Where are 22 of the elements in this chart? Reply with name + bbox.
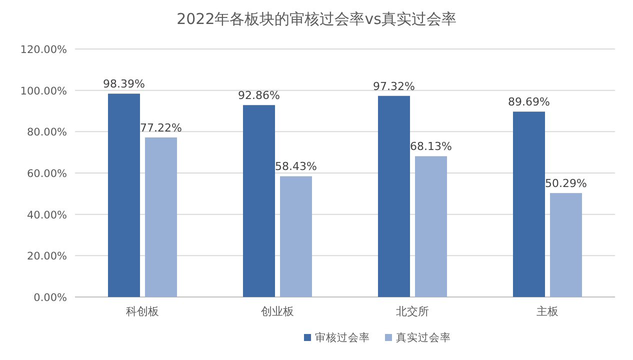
y-tick-label: 100.00% [20, 85, 68, 98]
chart-title: 2022年各板块的审核过会率vs真实过会率 [176, 10, 456, 28]
data-label: 50.29% [545, 177, 587, 190]
y-tick-label: 60.00% [26, 168, 68, 180]
data-label: 92.86% [238, 89, 280, 102]
data-label: 58.43% [275, 160, 317, 174]
data-label: 98.39% [103, 78, 145, 91]
data-label: 89.69% [508, 96, 550, 109]
y-tick-label: 20.00% [26, 250, 68, 263]
x-tick-label: 创业板 [261, 305, 294, 318]
data-label: 77.22% [140, 121, 182, 134]
x-tick-label: 科创板 [126, 305, 159, 318]
legend-label: 真实过会率 [396, 331, 451, 344]
x-tick-label: 主板 [536, 305, 558, 318]
legend-label: 审核过会率 [315, 331, 370, 344]
data-label: 97.32% [373, 80, 415, 93]
y-tick-label: 80.00% [26, 126, 68, 139]
data-label: 68.13% [410, 140, 452, 154]
y-tick-label: 0.00% [34, 292, 68, 304]
y-tick-label: 40.00% [26, 209, 68, 222]
x-tick-label: 北交所 [396, 305, 429, 318]
y-tick-label: 120.00% [20, 44, 68, 56]
